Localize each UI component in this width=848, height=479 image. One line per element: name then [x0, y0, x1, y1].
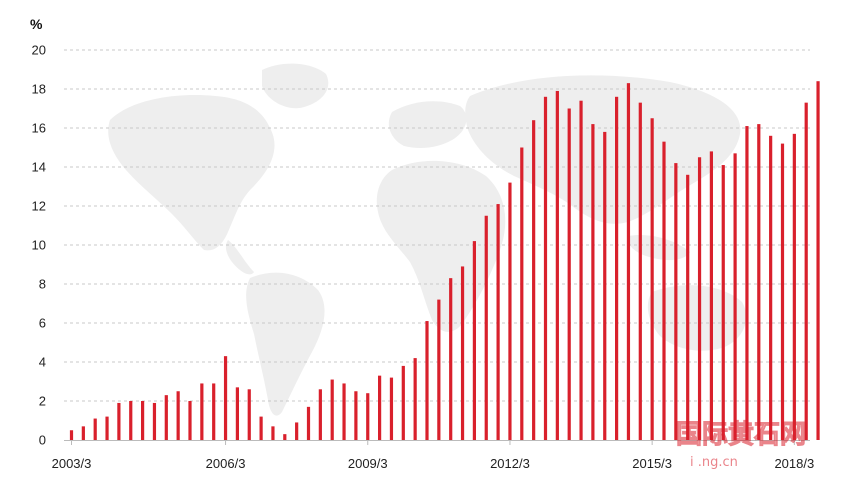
bar — [650, 118, 654, 440]
bar — [591, 124, 595, 440]
y-tick-label: 0 — [39, 433, 46, 448]
bar — [212, 383, 216, 440]
bar — [413, 358, 417, 440]
bar — [496, 204, 500, 440]
map-continent — [627, 234, 690, 261]
watermark-logo: 国际黄石网 i .ng.cn — [676, 420, 807, 471]
bar — [532, 120, 536, 440]
bar — [389, 377, 394, 440]
bar — [93, 418, 97, 440]
y-tick-label: 18 — [32, 82, 46, 97]
x-tick-label: 2006/3 — [206, 456, 246, 471]
bar — [401, 365, 405, 440]
bar — [709, 151, 713, 440]
bar — [342, 383, 346, 440]
bar — [745, 126, 749, 441]
bar — [520, 147, 524, 440]
x-tick-label: 2018/3 — [774, 456, 814, 471]
bar — [615, 96, 619, 441]
bar — [425, 321, 429, 440]
bar — [460, 266, 465, 440]
bar — [757, 124, 761, 440]
bar — [235, 387, 239, 440]
bar — [733, 153, 737, 440]
y-tick-label: 6 — [39, 316, 46, 331]
bar — [295, 422, 299, 440]
bar — [674, 163, 678, 440]
bar — [437, 299, 441, 440]
x-axis-ticks: 2003/3 2006/3 2009/3 2012/3 2015/3 2018/3 — [52, 440, 814, 471]
bar — [792, 133, 796, 440]
bar — [69, 430, 74, 440]
bar — [117, 402, 121, 440]
bar — [804, 102, 808, 441]
bar — [188, 401, 192, 440]
bar — [271, 426, 275, 440]
bar — [354, 391, 358, 440]
bar — [129, 401, 133, 440]
bar — [626, 83, 631, 441]
bar — [697, 157, 702, 440]
bar — [638, 102, 642, 441]
bar — [780, 143, 785, 440]
bar — [247, 389, 251, 440]
map-continent — [388, 101, 467, 148]
bar — [721, 165, 725, 441]
x-tick-label: 2003/3 — [52, 456, 92, 471]
bar — [662, 141, 666, 440]
bar — [472, 241, 476, 440]
bar — [555, 90, 559, 440]
y-tick-label: 12 — [32, 199, 46, 214]
bar — [81, 426, 85, 440]
bar — [283, 434, 287, 440]
bar — [816, 81, 820, 440]
bar — [378, 375, 382, 440]
bar — [330, 379, 334, 440]
y-tick-label: 8 — [39, 277, 46, 292]
bar — [306, 406, 311, 440]
bars — [69, 81, 820, 441]
bar — [543, 96, 548, 441]
bar — [176, 391, 180, 440]
x-tick-label: 2009/3 — [348, 456, 388, 471]
map-continent — [246, 272, 325, 416]
watermark-glyphs: 国际黄石网 — [676, 420, 806, 450]
bar — [603, 131, 607, 440]
y-tick-label: 20 — [32, 43, 46, 58]
bar — [567, 108, 571, 440]
map-continent — [225, 240, 254, 275]
bar — [686, 174, 690, 441]
y-tick-label: 14 — [32, 160, 46, 175]
bar — [164, 395, 168, 440]
y-tick-label: 2 — [39, 394, 46, 409]
bar — [484, 215, 488, 440]
bar — [105, 416, 109, 440]
bar — [508, 182, 512, 440]
bar — [259, 416, 263, 440]
bar — [366, 393, 370, 440]
x-tick-label: 2012/3 — [490, 456, 530, 471]
bar — [200, 383, 204, 440]
watermark-url: i .ng.cn — [690, 455, 738, 470]
bar — [318, 389, 322, 440]
y-axis-ticks: 0 2 4 6 8 10 12 14 16 18 20 — [32, 43, 46, 448]
bar — [141, 401, 145, 440]
map-continent — [108, 95, 275, 251]
bar — [579, 100, 583, 440]
y-tick-label: 4 — [39, 355, 46, 370]
bar — [152, 402, 157, 440]
x-tick-label: 2015/3 — [632, 456, 672, 471]
y-tick-label: 16 — [32, 121, 46, 136]
gridlines — [64, 49, 810, 441]
bar — [223, 356, 228, 440]
map-continent — [465, 75, 741, 224]
y-axis-unit-label: % — [30, 16, 43, 32]
map-continent — [262, 63, 329, 109]
bar — [449, 278, 453, 440]
bar — [769, 135, 773, 441]
y-tick-label: 10 — [32, 238, 46, 253]
